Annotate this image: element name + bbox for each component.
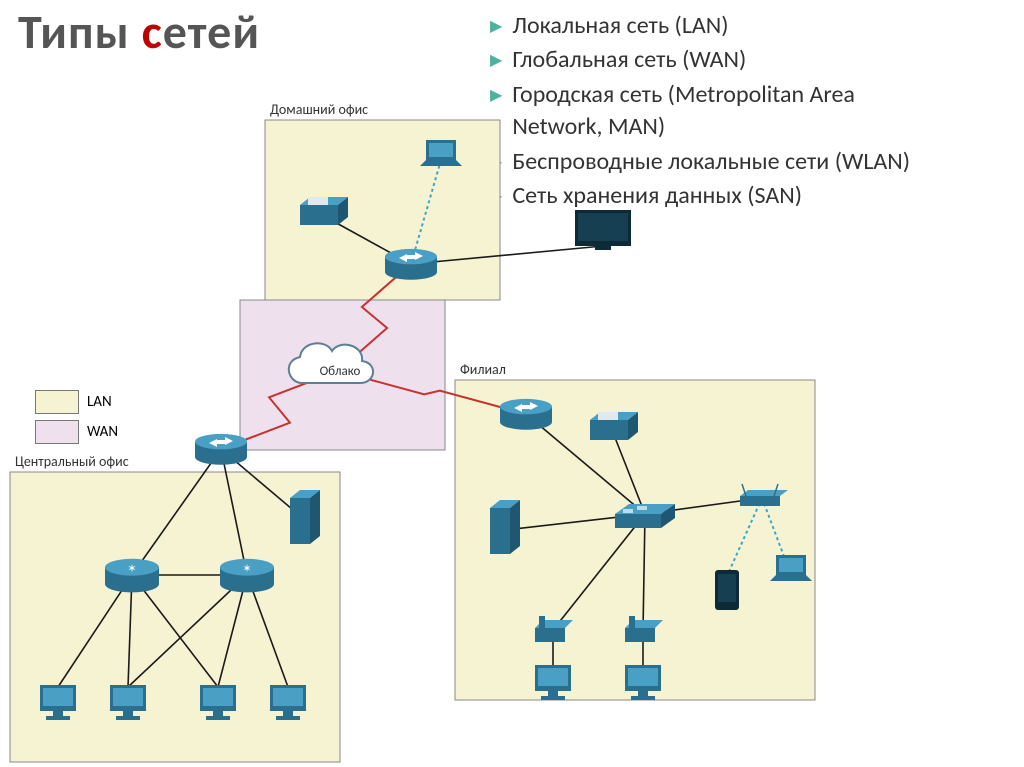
device-icon: [195, 434, 247, 465]
svg-text:✶: ✶: [242, 562, 251, 575]
zone-label: Центральный офис: [15, 453, 129, 470]
device-icon: [385, 249, 437, 280]
bullet-icon: ▶: [490, 16, 502, 38]
device-icon: [500, 399, 552, 430]
bullet-icon: ▶: [490, 50, 502, 72]
network-diagram: LAN WAN Домашний офисЦентральный офисФил…: [0, 100, 1024, 767]
svg-text:✶: ✶: [127, 562, 136, 575]
svg-text:Облако: Облако: [320, 364, 361, 379]
slide-title: Типы сетей: [18, 2, 260, 61]
bullet-item: ▶ Локальная сеть (LAN): [490, 10, 932, 42]
bullet-item: ▶ Глобальная сеть (WAN): [490, 44, 932, 76]
title-rest: етей: [163, 2, 260, 61]
bullet-text: Локальная сеть (LAN): [512, 10, 728, 42]
zone-label: Домашний офис: [270, 101, 368, 118]
title-accent: с: [142, 2, 163, 61]
zone-label: Филиал: [460, 361, 506, 378]
title-main: Типы: [18, 2, 142, 61]
diagram-svg: Домашний офис Центральный офис Филиал Облак…: [0, 100, 1024, 767]
bullet-text: Глобальная сеть (WAN): [512, 44, 746, 76]
